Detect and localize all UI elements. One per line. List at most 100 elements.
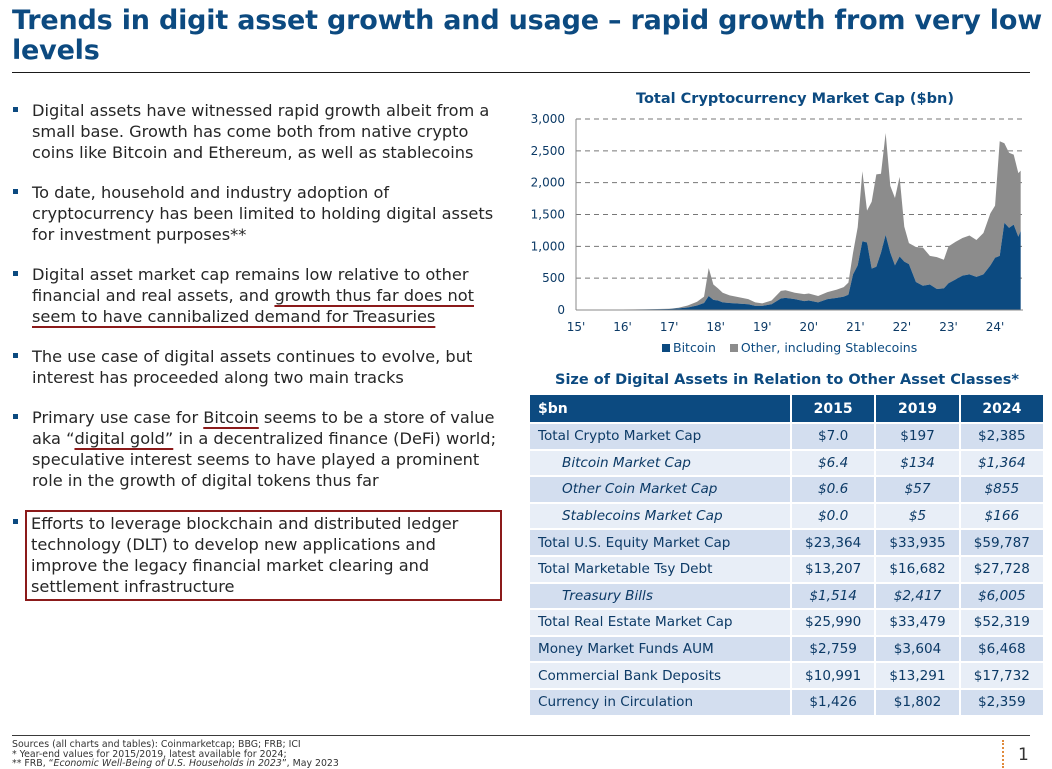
- legend-item-other: Other, including Stablecoins: [729, 340, 918, 355]
- value-cell: $13,207: [792, 556, 875, 582]
- value-cell: $6.4: [792, 450, 875, 476]
- footnote-1: * Year-end values for 2015/2019, latest …: [12, 748, 287, 760]
- y-tick-label: 0: [557, 303, 565, 317]
- table-header-row: $bn 2015 2019 2024: [530, 395, 1043, 422]
- legend-label: Other, including Stablecoins: [740, 340, 918, 355]
- bullet-text: Digital assets have witnessed rapid grow…: [32, 101, 490, 162]
- title-divider: [12, 72, 1030, 73]
- x-tick-label: 23': [939, 320, 958, 334]
- row-label: Treasury Bills: [530, 583, 790, 609]
- value-cell: $2,359: [960, 689, 1043, 715]
- value-cell: $855: [960, 477, 1043, 502]
- value-cell: $1,514: [792, 583, 875, 609]
- bullet-text: Primary use case for: [32, 408, 204, 427]
- value-cell: $1,802: [876, 689, 959, 715]
- value-cell: $10,991: [792, 663, 875, 688]
- value-cell: $1,426: [792, 689, 875, 715]
- value-cell: $7.0: [792, 424, 875, 449]
- header-cell: 2015: [792, 395, 875, 422]
- value-cell: $52,319: [960, 610, 1043, 635]
- row-label: Currency in Circulation: [530, 689, 790, 715]
- value-cell: $6,468: [960, 636, 1043, 662]
- value-cell: $27,728: [960, 556, 1043, 582]
- asset-size-table: $bn 2015 2019 2024 Total Crypto Market C…: [528, 393, 1045, 717]
- row-label: Other Coin Market Cap: [530, 477, 790, 502]
- value-cell: $2,417: [876, 583, 959, 609]
- value-cell: $1,364: [960, 450, 1043, 476]
- legend-item-bitcoin: Bitcoin: [662, 340, 716, 355]
- legend-swatch-bitcoin: [662, 344, 670, 352]
- footnote-2-prefix: ** FRB, “: [12, 758, 54, 769]
- value-cell: $197: [876, 424, 959, 449]
- bullet-square-icon: [13, 189, 18, 194]
- footer-divider: [12, 735, 1030, 736]
- value-cell: $2,385: [960, 424, 1043, 449]
- value-cell: $3,604: [876, 636, 959, 662]
- value-cell: $6,005: [960, 583, 1043, 609]
- highlighted-text: growth thus far does not seem to have ca…: [32, 286, 474, 326]
- y-tick-label: 2,500: [531, 144, 565, 158]
- y-tick-label: 1,000: [531, 239, 565, 253]
- bullet-item: Digital assets have witnessed rapid grow…: [12, 100, 502, 163]
- value-cell: $134: [876, 450, 959, 476]
- highlighted-text: Bitcoin: [203, 408, 259, 427]
- legend-swatch-other: [729, 344, 738, 352]
- legend-label: Bitcoin: [673, 340, 716, 355]
- value-cell: $25,990: [792, 610, 875, 635]
- bullet-item: Efforts to leverage blockchain and distr…: [12, 510, 502, 601]
- highlighted-text: digital gold”: [74, 429, 174, 448]
- page-number: 1: [1018, 745, 1029, 765]
- value-cell: $0.6: [792, 477, 875, 502]
- header-cell: 2024: [960, 395, 1043, 422]
- value-cell: $2,759: [792, 636, 875, 662]
- x-tick-label: 17': [660, 320, 679, 334]
- value-cell: $33,935: [876, 530, 959, 555]
- value-cell: $5: [876, 503, 959, 529]
- bullet-list: Digital assets have witnessed rapid grow…: [12, 100, 502, 601]
- table-row: Total Crypto Market Cap $7.0 $197 $2,385: [530, 424, 1043, 449]
- table-row: Total Real Estate Market Cap $25,990 $33,4…: [530, 610, 1043, 635]
- bullet-square-icon: [13, 519, 18, 524]
- value-cell: $0.0: [792, 503, 875, 529]
- header-cell: 2019: [876, 395, 959, 422]
- y-tick-label: 3,000: [531, 112, 565, 126]
- x-tick-label: 16': [613, 320, 632, 334]
- bullet-item: Digital asset market cap remains low rel…: [12, 264, 502, 327]
- boxed-highlight: Efforts to leverage blockchain and distr…: [25, 510, 502, 601]
- market-cap-chart: 0 500 1,000 1,500 2,000 2,500 3,000 15' 16' 17' 18…: [531, 112, 1023, 334]
- value-cell: $13,291: [876, 663, 959, 688]
- table-row: Commercial Bank Deposits $10,991 $13,291 $1…: [530, 663, 1043, 688]
- value-cell: $166: [960, 503, 1043, 529]
- row-label: Total Real Estate Market Cap: [530, 610, 790, 635]
- area-other-stablecoins: [576, 133, 1021, 310]
- table-row: Total U.S. Equity Market Cap $23,364 $33,9…: [530, 530, 1043, 555]
- page-number-divider: [1002, 740, 1004, 768]
- footnote-2: ** FRB, “Economic Well-Being of U.S. Hou…: [12, 759, 339, 769]
- bullet-text: in a decentralized finance (DeFi) world;…: [32, 429, 497, 490]
- table-row: Total Marketable Tsy Debt $13,207 $16,682 $…: [530, 556, 1043, 582]
- y-tick-label: 2,000: [531, 176, 565, 190]
- x-tick-label: 24': [986, 320, 1005, 334]
- table-row: Treasury Bills $1,514 $2,417 $6,005: [530, 583, 1043, 609]
- chart-title: Total Cryptocurrency Market Cap ($bn): [636, 91, 954, 107]
- row-label: Stablecoins Market Cap: [530, 503, 790, 529]
- area-bitcoin: [576, 222, 1021, 310]
- footnote-2-suffix: ”, May 2023: [281, 758, 339, 769]
- row-label: Total U.S. Equity Market Cap: [530, 530, 790, 555]
- row-label: Money Market Funds AUM: [530, 636, 790, 662]
- table-row: Money Market Funds AUM $2,759 $3,604 $6,468: [530, 636, 1043, 662]
- value-cell: $59,787: [960, 530, 1043, 555]
- bullet-text: seems to be a store of value aka “: [32, 408, 495, 448]
- value-cell: $16,682: [876, 556, 959, 582]
- footnotes: Sources (all charts and tables): Coinmar…: [12, 740, 339, 769]
- bullet-item: The use case of digital assets continues…: [12, 346, 502, 388]
- row-label: Bitcoin Market Cap: [530, 450, 790, 476]
- y-tick-label: 1,500: [531, 208, 565, 222]
- x-tick-label: 20': [800, 320, 819, 334]
- table-row: Bitcoin Market Cap $6.4 $134 $1,364: [530, 450, 1043, 476]
- x-tick-label: 18': [706, 320, 725, 334]
- bullet-text: Digital asset market cap remains low rel…: [32, 265, 469, 305]
- page-title: Trends in digit asset growth and usage –…: [12, 5, 1042, 66]
- table-row: Stablecoins Market Cap $0.0 $5 $166: [530, 503, 1043, 529]
- x-tick-label: 19': [753, 320, 772, 334]
